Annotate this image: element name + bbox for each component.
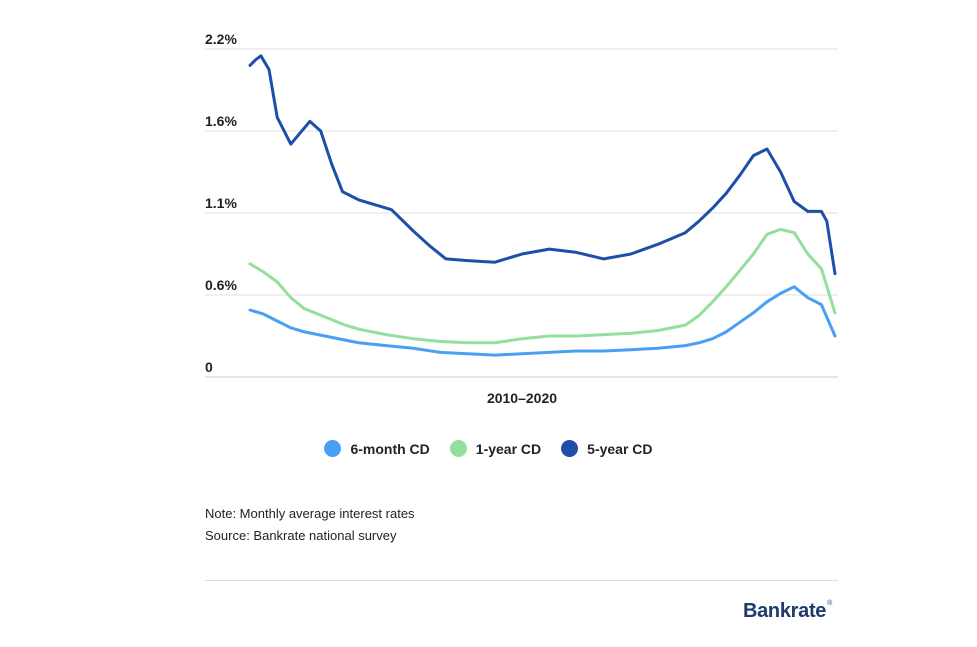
source-text: Source: Bankrate national survey bbox=[205, 528, 397, 543]
legend: 6-month CD 1-year CD 5-year CD bbox=[0, 440, 977, 457]
series-line-1-year-cd bbox=[248, 227, 837, 345]
legend-swatch-1-year-cd bbox=[449, 440, 467, 457]
y-axis-tick-labels: 0 0.6% 1.1% 1.6% 2.2% bbox=[205, 31, 237, 375]
chart-notes: Note: Monthly average interest rates Sou… bbox=[205, 503, 415, 547]
gridlines bbox=[205, 48, 838, 378]
logo-text: Bankrate bbox=[742, 600, 827, 622]
legend-item-1-year-cd: 1-year CD bbox=[449, 440, 542, 457]
logo-trademark: ® bbox=[827, 600, 832, 607]
legend-item-5-year-cd: 5-year CD bbox=[561, 440, 653, 457]
legend-swatch-5-year-cd bbox=[561, 440, 579, 457]
footer-divider bbox=[205, 580, 838, 581]
y-tick-label: 0.6% bbox=[205, 277, 237, 293]
legend-label-5-year-cd: 5-year CD bbox=[587, 440, 653, 457]
legend-label-6-month-cd: 6-month CD bbox=[350, 440, 430, 457]
legend-swatch-6-month-cd bbox=[324, 440, 342, 457]
legend-item-6-month-cd: 6-month CD bbox=[324, 440, 430, 457]
x-axis-label: 2010–2020 bbox=[487, 390, 557, 406]
y-tick-label: 2.2% bbox=[205, 31, 237, 47]
y-tick-label: 1.1% bbox=[205, 195, 237, 211]
bankrate-logo: Bankrate® bbox=[743, 600, 832, 623]
y-tick-label: 1.6% bbox=[205, 113, 237, 129]
y-tick-label: 0 bbox=[205, 359, 213, 375]
legend-label-1-year-cd: 1-year CD bbox=[475, 440, 542, 457]
series-line-5-year-cd bbox=[248, 54, 837, 276]
series-lines bbox=[248, 54, 837, 357]
note-text: Note: Monthly average interest rates bbox=[205, 506, 415, 521]
series-line-6-month-cd bbox=[248, 285, 837, 357]
